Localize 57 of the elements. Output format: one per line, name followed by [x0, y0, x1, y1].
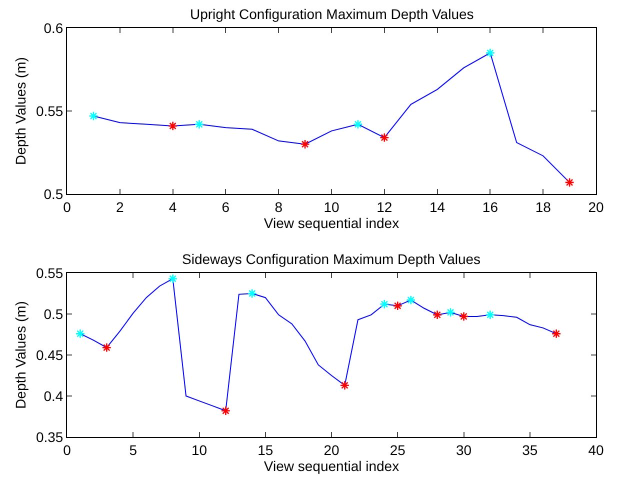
x-tick-label: 5 — [129, 442, 138, 458]
y-tick-label: 0.55 — [36, 102, 64, 119]
chart-title: Upright Configuration Maximum Depth Values — [190, 6, 474, 22]
point — [168, 274, 178, 284]
point — [406, 295, 416, 305]
x-tick-label: 0 — [63, 198, 72, 215]
x-tick-label: 12 — [376, 198, 392, 215]
y-tick-label: 0.4 — [44, 388, 64, 404]
point — [432, 310, 442, 320]
y-tick-label: 0.5 — [44, 186, 64, 202]
point — [392, 300, 402, 311]
x-axis-title: View sequential index — [264, 458, 400, 474]
x-tick-label: 16 — [482, 198, 498, 215]
x-tick-label: 10 — [191, 442, 208, 458]
x-tick-label: 20 — [588, 198, 604, 215]
point — [485, 48, 496, 58]
point — [168, 121, 178, 131]
point — [380, 132, 390, 142]
x-tick-label: 20 — [324, 442, 340, 458]
point — [75, 328, 86, 339]
y-axis-title: Depth Values (m) — [12, 301, 29, 409]
point — [247, 288, 257, 298]
point — [564, 178, 574, 188]
y-tick-label: 0.45 — [36, 346, 64, 363]
x-tick-label: 30 — [456, 442, 472, 458]
x-tick-label: 18 — [535, 198, 552, 215]
x-axis-title: View sequential index — [264, 214, 400, 231]
x-tick-label: 6 — [222, 198, 230, 215]
point — [485, 310, 496, 320]
y-axis-title: Depth Values (m) — [12, 57, 29, 165]
y-tick-label: 0.6 — [44, 20, 64, 36]
x-tick-label: 0 — [63, 442, 72, 458]
y-tick-label: 0.35 — [36, 428, 64, 445]
point — [220, 406, 231, 416]
x-tick-label: 8 — [274, 198, 283, 215]
point — [88, 111, 98, 121]
chart-title: Sideways Configuration Maximum Depth Values — [182, 251, 481, 267]
x-tick-label: 40 — [588, 442, 604, 458]
point — [300, 139, 310, 150]
point — [353, 119, 363, 130]
x-tick-label: 2 — [116, 198, 124, 215]
point — [102, 342, 112, 352]
point — [194, 119, 204, 130]
y-tick-label: 0.5 — [44, 306, 64, 322]
point — [380, 299, 390, 309]
point — [446, 308, 456, 318]
x-tick-label: 25 — [390, 442, 406, 458]
point — [340, 380, 350, 390]
x-tick-label: 15 — [258, 442, 274, 458]
line-series — [80, 278, 557, 412]
x-tick-label: 10 — [324, 198, 340, 215]
point — [458, 312, 469, 322]
y-tick-label: 0.55 — [36, 264, 64, 281]
x-tick-label: 4 — [168, 198, 177, 215]
x-tick-label: 14 — [430, 198, 446, 215]
x-tick-label: 35 — [522, 442, 538, 458]
point — [551, 328, 562, 339]
